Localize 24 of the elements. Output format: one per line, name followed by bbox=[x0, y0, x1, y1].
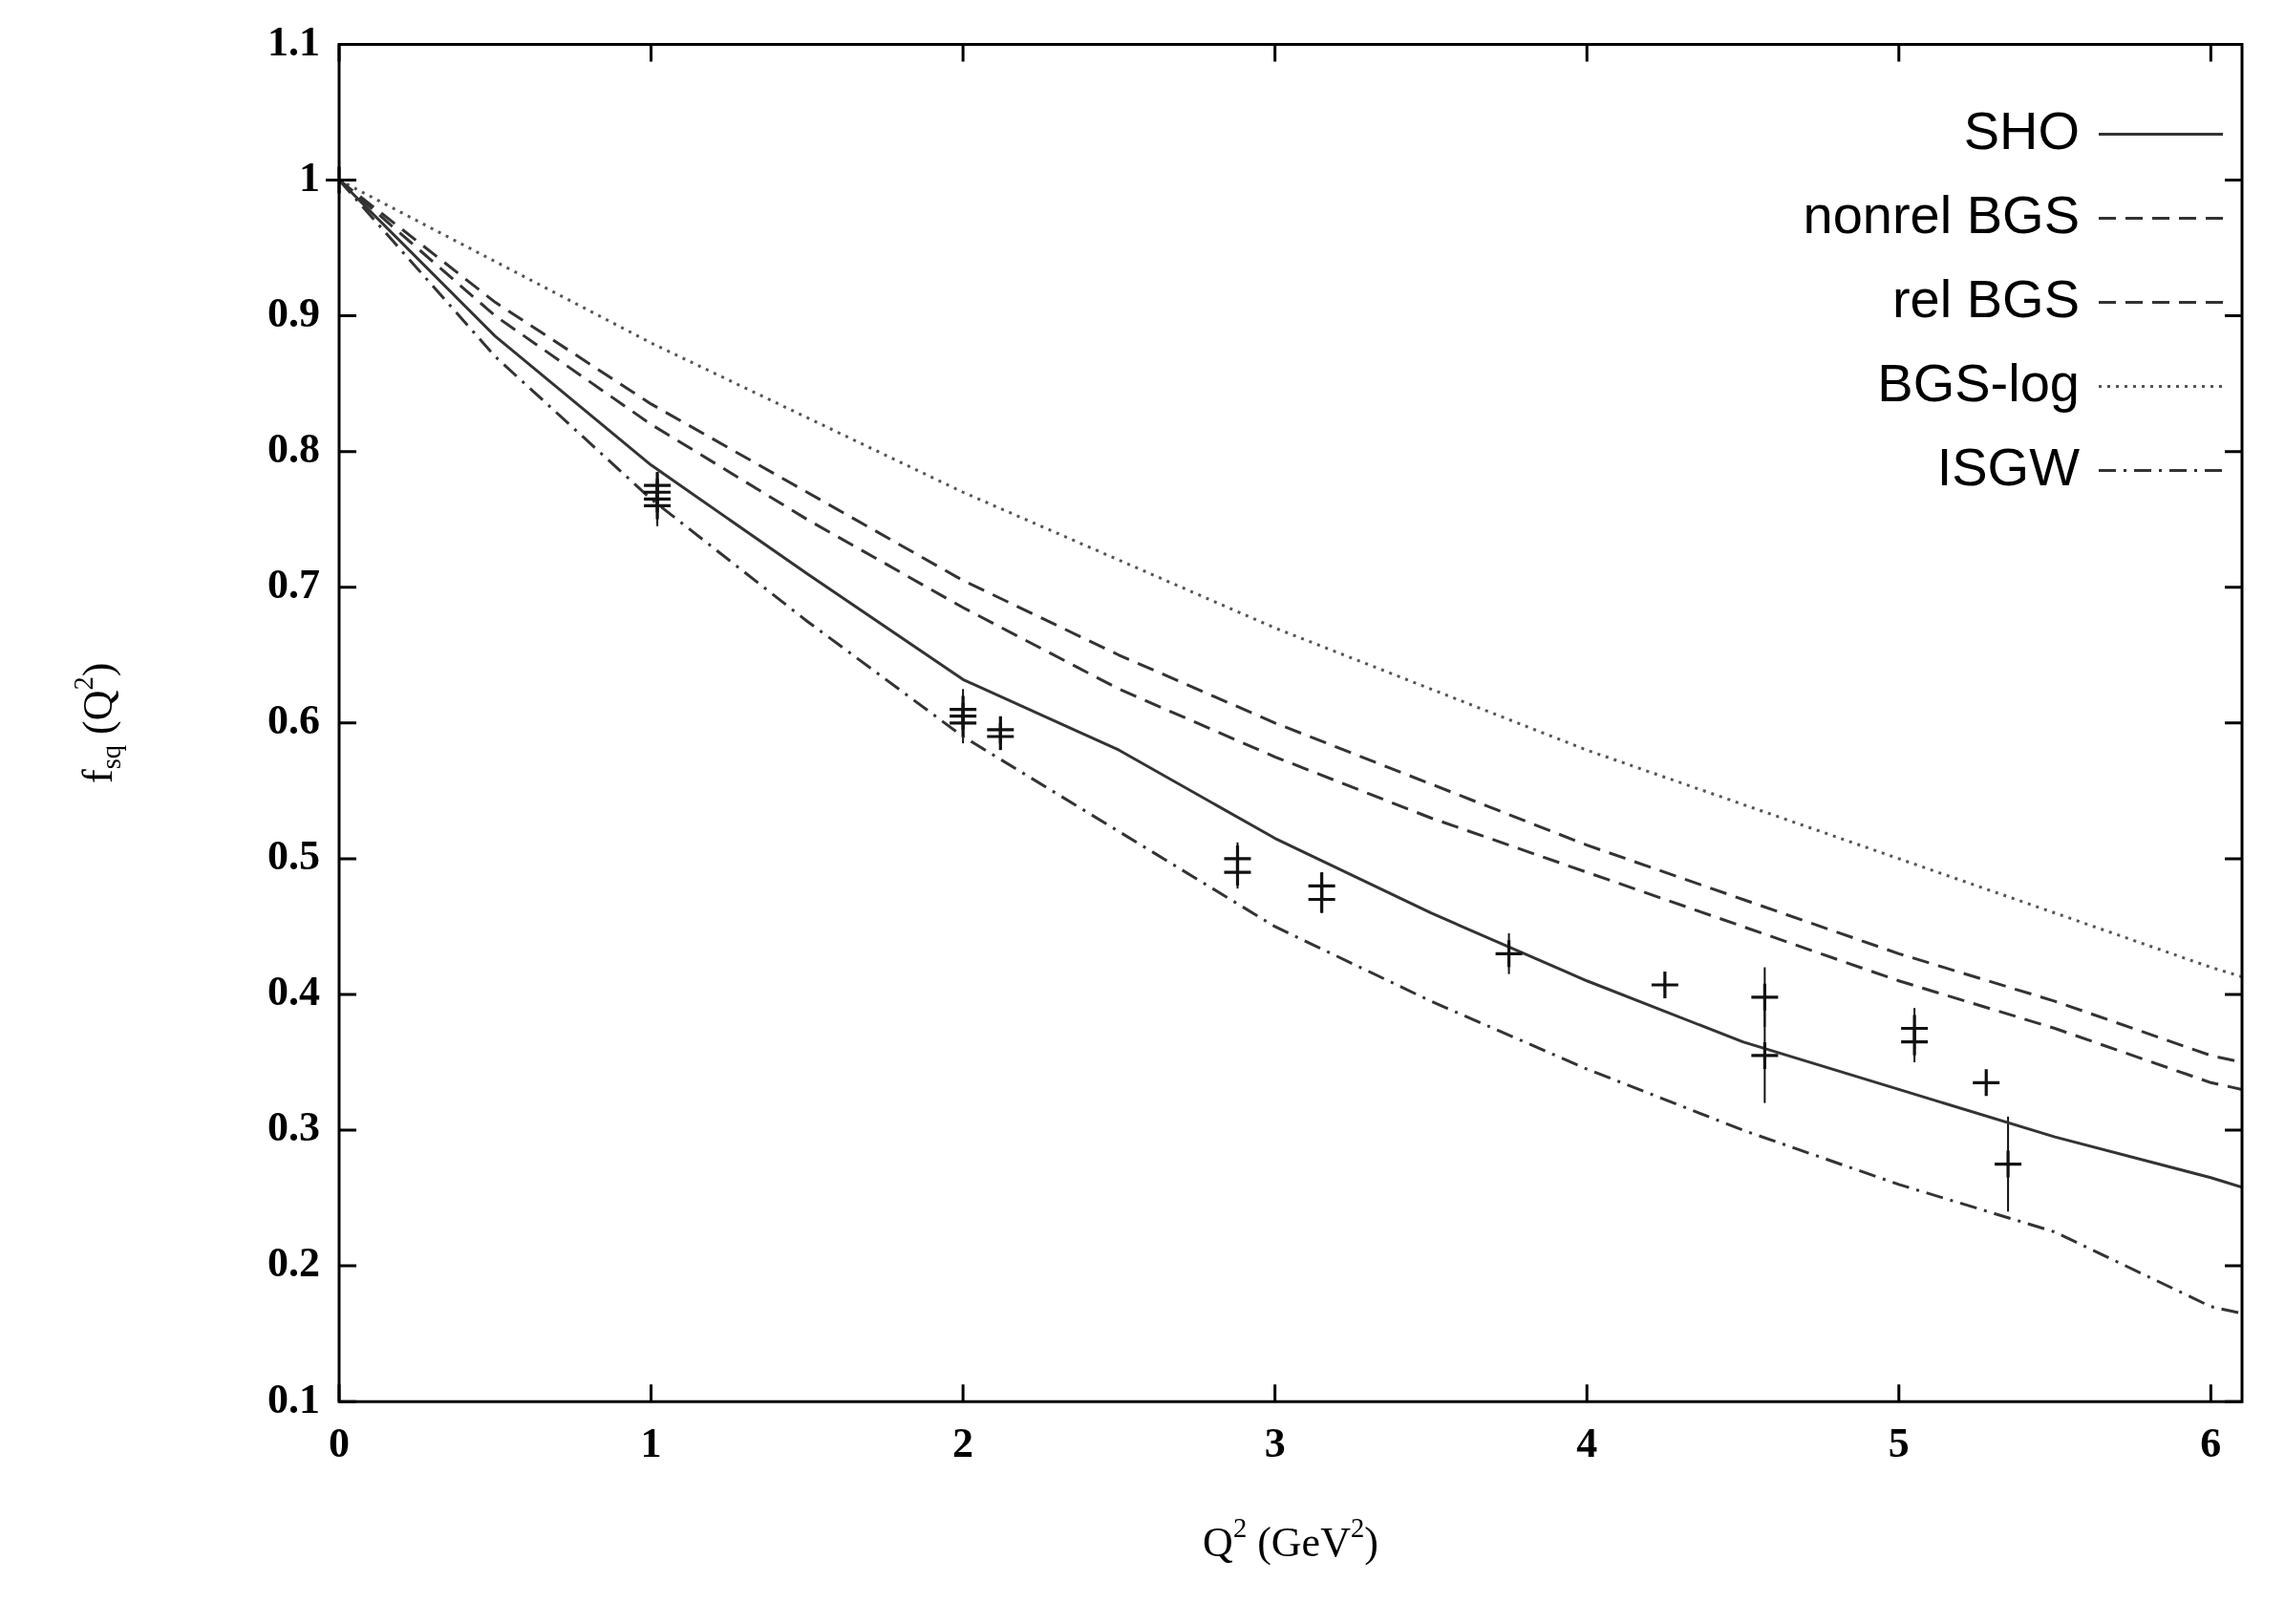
y-tick-label: 0.6 bbox=[267, 696, 320, 744]
y-tick-label: 0.2 bbox=[267, 1239, 320, 1287]
y-tick-label: 0.7 bbox=[267, 561, 320, 609]
y-tick-label: 1 bbox=[299, 153, 320, 201]
x-tick-label: 6 bbox=[2200, 1419, 2222, 1466]
y-tick-label: 0.4 bbox=[267, 968, 320, 1015]
legend-label: SHO bbox=[1963, 99, 2080, 160]
legend-label: ISGW bbox=[1936, 436, 2081, 497]
legend-label: rel BGS bbox=[1891, 267, 2080, 329]
x-tick-label: 3 bbox=[1264, 1419, 1286, 1466]
y-tick-label: 0.1 bbox=[267, 1375, 320, 1422]
y-tick-label: 0.5 bbox=[267, 832, 320, 880]
x-tick-label: 2 bbox=[952, 1419, 974, 1466]
legend-label: nonrel BGS bbox=[1803, 183, 2080, 245]
y-tick-label: 0.9 bbox=[267, 288, 320, 336]
x-tick-label: 4 bbox=[1576, 1419, 1598, 1466]
x-tick-label: 1 bbox=[640, 1419, 662, 1466]
legend-label: BGS-log bbox=[1877, 352, 2080, 413]
y-tick-label: 0.3 bbox=[267, 1103, 320, 1151]
x-tick-label: 5 bbox=[1888, 1419, 1910, 1466]
y-tick-label: 0.8 bbox=[267, 425, 320, 472]
y-tick-label: 1.1 bbox=[267, 17, 320, 65]
x-tick-label: 0 bbox=[329, 1419, 350, 1466]
y-axis-title: fsq (Q2) bbox=[69, 662, 126, 784]
